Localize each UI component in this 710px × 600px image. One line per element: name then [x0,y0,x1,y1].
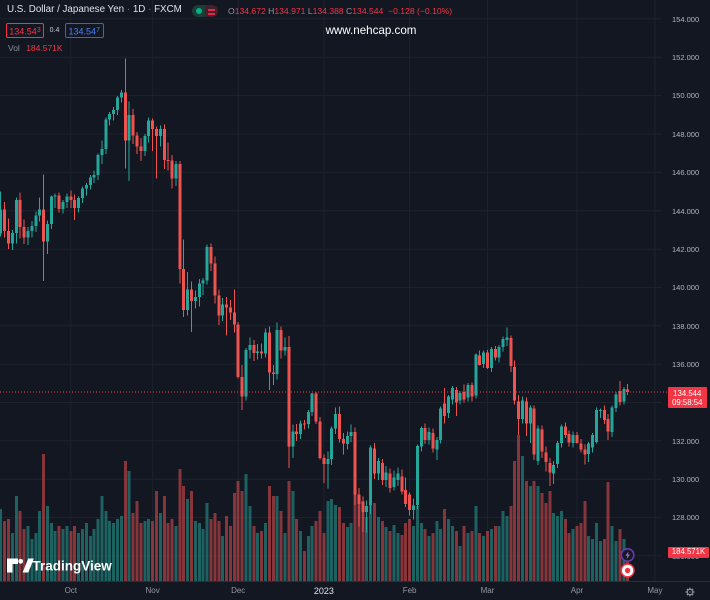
svg-text:TradingView: TradingView [33,559,113,574]
